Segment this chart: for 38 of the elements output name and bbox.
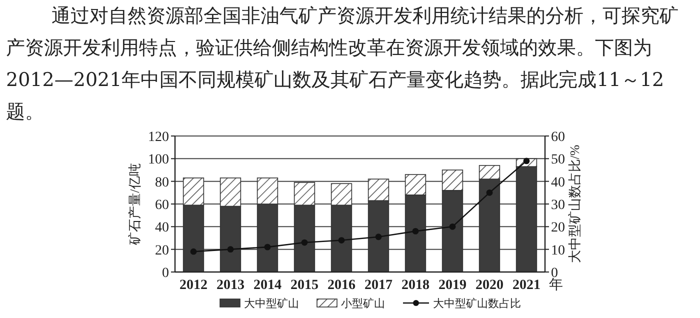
legend-label: 小型矿山 xyxy=(341,297,385,310)
x-tick-label: 2019 xyxy=(438,278,466,293)
y2-tick-label: 40 xyxy=(551,175,565,190)
legend-label: 大中型矿山数占比 xyxy=(433,297,521,310)
point xyxy=(412,228,419,234)
point xyxy=(486,189,493,196)
x-tick-label: 2017 xyxy=(364,278,392,293)
text: 通过对自然资源部全国非油气矿产资源开发利用统计结果的分析，可探究矿产资源开发利用特点，验证供给侧结构性改革在资源开发领域的效果。下图为2012—2021年中国不同规模矿山数及其矿石产量变化趋势。据此完成11～12题。 xyxy=(6,4,680,125)
point xyxy=(264,244,271,250)
y2-tick-label: 10 xyxy=(551,243,565,258)
point xyxy=(227,246,234,253)
y-tick-label: 0 xyxy=(162,266,169,281)
x-tick-label: 2012 xyxy=(180,278,208,293)
y2-axis-title: 大中型矿山数占比/% xyxy=(567,144,582,264)
y-axis-title: 矿石产量/亿吨 xyxy=(127,163,142,246)
x-tick-label: 2013 xyxy=(216,278,244,293)
x-tick-label: 2015 xyxy=(290,278,318,293)
y-tick-label: 60 xyxy=(155,198,169,213)
x-tick-label: 2021 xyxy=(512,278,540,293)
y-tick-label: 20 xyxy=(155,243,169,258)
point xyxy=(449,223,456,230)
point xyxy=(375,234,382,240)
y-tick-label: 80 xyxy=(155,175,169,190)
legend-label: 大中型矿山 xyxy=(244,297,299,310)
y-tick-label: 40 xyxy=(155,220,169,236)
y-tick-label: 100 xyxy=(148,152,169,168)
point xyxy=(301,239,308,246)
x-tick-label: 2014 xyxy=(254,278,282,293)
point xyxy=(338,237,345,244)
y2-tick-label: 20 xyxy=(551,220,565,236)
y2-tick-label: 50 xyxy=(551,152,565,168)
y2-tick-label: 60 xyxy=(551,130,565,145)
y-tick-label: 120 xyxy=(148,130,169,145)
y2-tick-label: 30 xyxy=(551,198,565,213)
x-tick-label: 2020 xyxy=(476,278,504,293)
x-tick-label: 2016 xyxy=(328,278,356,293)
point xyxy=(190,248,197,255)
x-tick-label: 2018 xyxy=(402,278,430,293)
